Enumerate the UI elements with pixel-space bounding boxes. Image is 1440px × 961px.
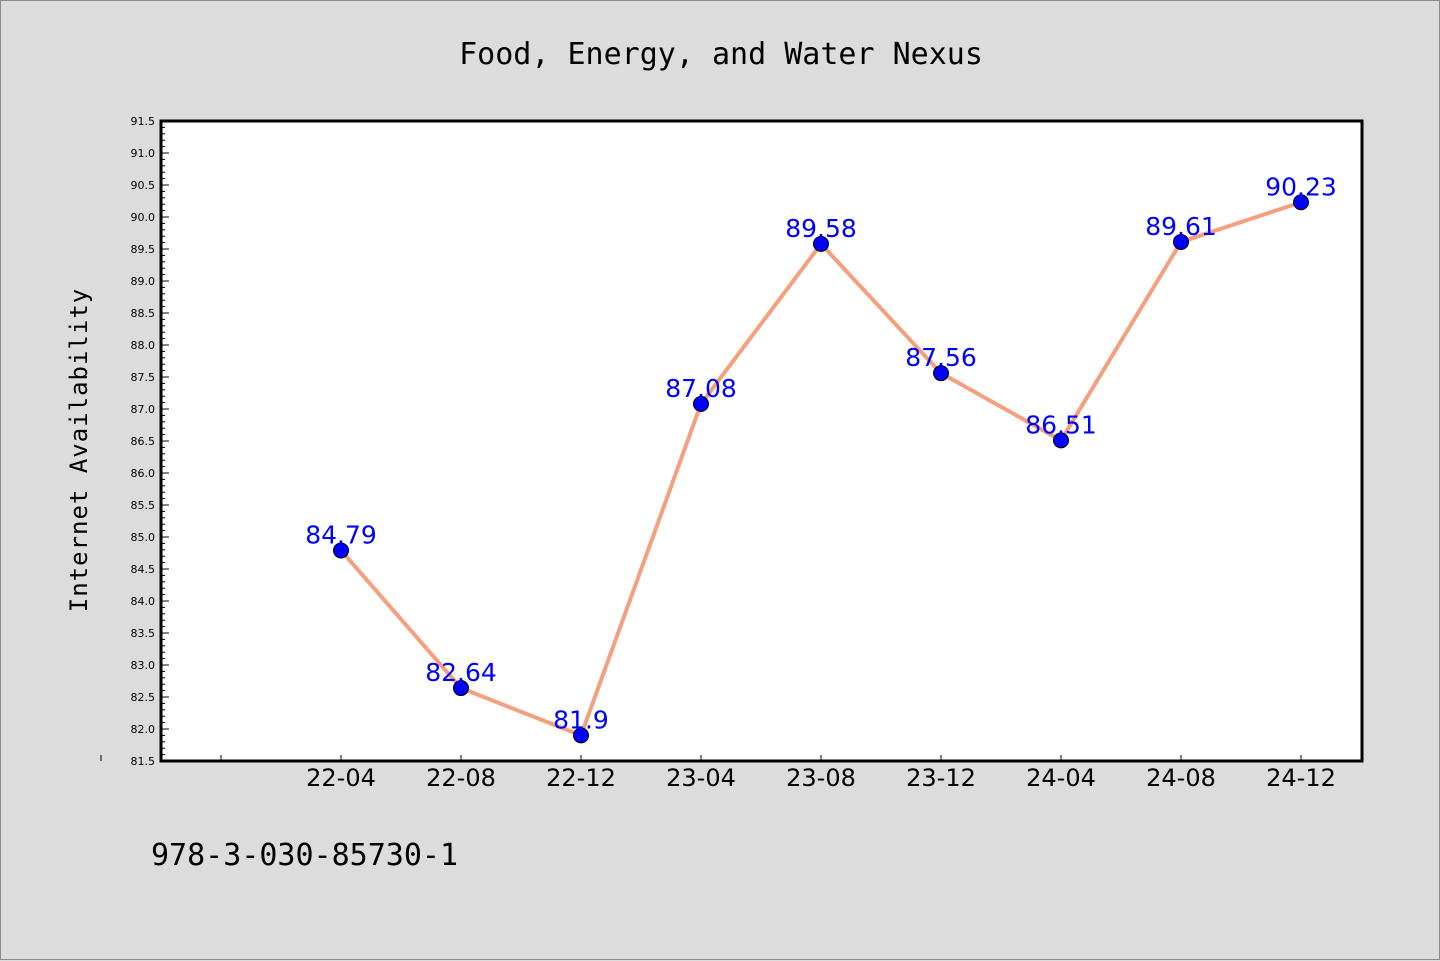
x-tick-label: 22-12: [546, 764, 616, 792]
data-label: 81.9: [553, 705, 609, 734]
x-tick-label: 24-04: [1026, 764, 1096, 792]
y-tick-label: 86.0: [131, 467, 156, 480]
y-tick-label: 82.5: [131, 691, 156, 704]
data-point: [693, 395, 709, 412]
y-axis-label: Internet Availability: [65, 288, 93, 612]
series-line-group: [333, 194, 1309, 744]
data-label: 86.51: [1025, 410, 1097, 439]
y-tick-label: 90.5: [131, 179, 156, 192]
x-tick-label: 23-12: [906, 764, 976, 792]
data-point: [333, 542, 349, 559]
y-tick-label: 88.5: [131, 307, 156, 320]
y-tick-label: 89.0: [131, 275, 156, 288]
chart-title: Food, Energy, and Water Nexus: [459, 37, 983, 72]
data-label: 90.23: [1265, 172, 1337, 201]
y-tick-label: 84.5: [131, 563, 156, 576]
x-tick-label: 22-08: [426, 764, 496, 792]
x-tick-label: 24-12: [1266, 764, 1336, 792]
data-point: [1173, 233, 1189, 250]
y-tick-label: 87.5: [131, 371, 156, 384]
y-tick-label: 83.5: [131, 627, 156, 640]
x-tick-label: 24-08: [1146, 764, 1216, 792]
data-point: [1293, 194, 1309, 211]
data-label: 89.58: [785, 214, 857, 243]
y-tick-label: 90.0: [131, 211, 156, 224]
y-tick-label: 86.5: [131, 435, 156, 448]
data-label: 82.64: [425, 658, 497, 687]
y-tick-label: 81.5: [131, 755, 156, 768]
data-label: 84.79: [305, 520, 377, 549]
plot-area: [159, 119, 1364, 763]
x-tick-label: 23-08: [786, 764, 856, 792]
y-tick-label: 91.5: [131, 115, 156, 128]
y-tick-label: 88.0: [131, 339, 156, 352]
data-labels: 84.79 82.64 81.9 87.08 89.58 87.56 86.51 89.61 9…: [305, 172, 1337, 734]
y-tick-label: 91.0: [131, 147, 156, 160]
y-tick-label: 87.0: [131, 403, 156, 416]
data-point: [933, 365, 949, 382]
y-tick-label: 82.0: [131, 723, 156, 736]
y-tick-label: 83.0: [131, 659, 156, 672]
y-tick-label: 85.0: [131, 531, 156, 544]
y-tick-label: 84.0: [131, 595, 156, 608]
data-label: 87.56: [905, 343, 977, 372]
data-label: 89.61: [1145, 212, 1217, 241]
y-tick-label: 89.5: [131, 243, 156, 256]
footer-text: 978-3-030-85730-1: [151, 838, 458, 873]
x-tick-label: 22-04: [306, 764, 376, 792]
y-axis: 81.5 82.0 82.5 83.0 83.5 84.0 84.5 85.0 85.5 86.0…: [131, 115, 169, 768]
data-point: [573, 727, 589, 744]
y-tick-label: 85.5: [131, 499, 156, 512]
data-point: [453, 680, 469, 697]
data-point: [1053, 432, 1069, 449]
x-axis: 22-04 22-08 22-12 23-04 23-08 23-12 24-04 24-08…: [100, 755, 1336, 792]
data-label: 87.08: [665, 374, 737, 403]
x-tick-label: 23-04: [666, 764, 736, 792]
data-point: [813, 235, 829, 252]
